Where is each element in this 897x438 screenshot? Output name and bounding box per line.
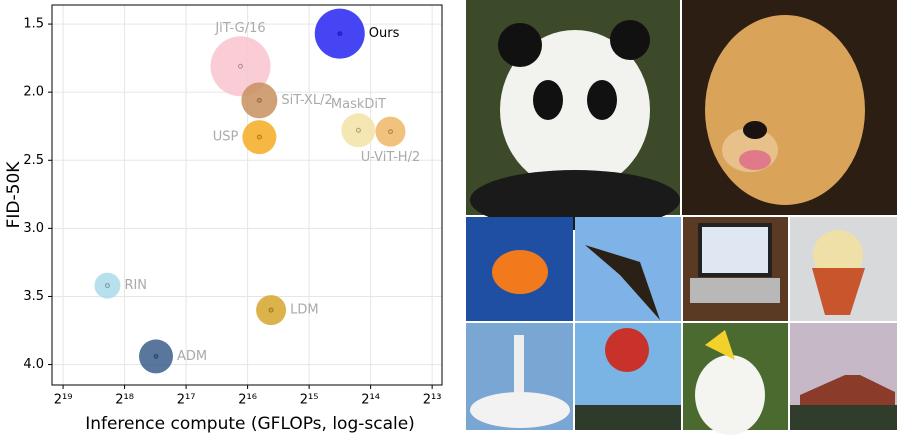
y-tick-label: 3.0	[23, 221, 44, 236]
bubble-center	[355, 127, 361, 133]
bubble-label: ADM	[177, 349, 207, 364]
panda-body	[470, 170, 680, 230]
forest	[790, 405, 897, 430]
dog-head	[705, 15, 865, 205]
bubble-label: RIN	[124, 278, 147, 293]
x-tick-label: 2¹⁴	[361, 393, 380, 408]
x-tick-label: 2¹⁷	[177, 393, 196, 408]
icecream-cup	[812, 268, 865, 315]
bubble-center	[387, 129, 393, 135]
bubble-center	[153, 353, 159, 359]
bubble-label: MaskDiT	[331, 97, 386, 112]
panda-ear	[610, 20, 650, 60]
laptop-screen	[698, 223, 772, 277]
bubble-label: JiT-G/16	[214, 21, 265, 36]
bubble-label: Ours	[369, 26, 400, 41]
y-tick-label: 2.5	[23, 153, 44, 168]
bubble-center	[237, 63, 243, 69]
cockatoo-crest	[705, 330, 735, 360]
bubble-label: U-ViT-H/2	[361, 150, 421, 165]
smoke	[470, 392, 570, 428]
x-tick-label: 2¹⁵	[300, 393, 319, 408]
x-tick-label: 2¹⁹	[54, 393, 73, 408]
x-tick-label: 2¹⁸	[115, 393, 134, 408]
bubble-center	[256, 97, 262, 103]
y-tick-label: 3.5	[23, 289, 44, 304]
goldfish	[492, 250, 548, 294]
bubble-label: SiT-XL/2	[281, 93, 332, 108]
panda-head	[500, 30, 650, 190]
cockatoo	[695, 355, 765, 435]
shuttle	[514, 335, 524, 395]
panda-ear	[498, 23, 542, 67]
dog-nose	[743, 121, 767, 139]
y-tick-label: 4.0	[23, 357, 44, 372]
x-tick-label: 2¹³	[423, 393, 442, 408]
plot-frame	[51, 4, 443, 386]
bubble-center	[337, 31, 343, 37]
y-tick-label: 1.5	[23, 17, 44, 32]
panda-eye	[587, 80, 617, 120]
x-tick-label: 2¹⁶	[238, 393, 257, 408]
laptop-base	[690, 278, 780, 303]
balloon	[605, 328, 649, 372]
bubble-center	[104, 283, 110, 289]
bubble-label: USP	[213, 130, 239, 145]
bubble-center	[268, 307, 274, 313]
y-tick-label: 2.0	[23, 85, 44, 100]
panda-eye	[533, 80, 563, 120]
bubble-label: LDM	[290, 303, 318, 318]
trees	[575, 405, 681, 430]
y-axis-label: FID-50K	[4, 161, 24, 229]
eagle	[585, 245, 660, 320]
x-axis-label: Inference compute (GFLOPs, log-scale)	[85, 414, 415, 434]
icecream	[813, 230, 863, 280]
dog-tongue	[739, 150, 771, 170]
image-grid	[466, 0, 897, 435]
bubble-center	[256, 134, 262, 140]
